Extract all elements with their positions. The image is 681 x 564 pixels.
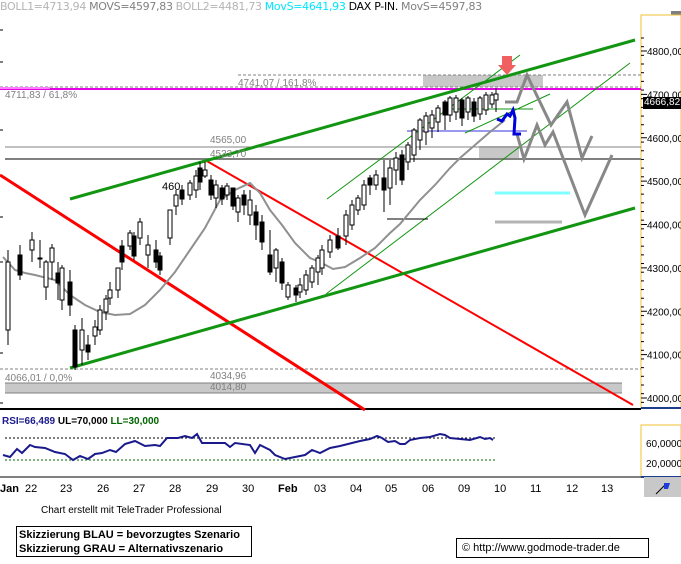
indicator-movs: MOVS=4597,83 (89, 0, 173, 13)
date-tick: Feb (278, 483, 298, 495)
moving-average-line (2, 119, 506, 317)
date-tick: 10 (494, 483, 506, 495)
price-tick: 4800,00 (647, 47, 681, 58)
date-tick: 29 (206, 483, 218, 495)
legend-gray: Skizzierung GRAU = Alternativszenario (19, 543, 224, 555)
candlesticks (5, 88, 499, 370)
left-ticks (0, 29, 3, 404)
price-tick: 4000,00 (647, 394, 681, 405)
last-price-tag: 4666,82 (643, 97, 681, 109)
wave-label: 460 (162, 181, 180, 193)
thin-channel-2 (325, 62, 631, 295)
date-tick: 30 (242, 483, 254, 495)
date-tick: 11 (530, 483, 541, 495)
chart-credit: Chart erstellt mit TeleTrader Profession… (41, 505, 222, 516)
price-tick: 4300,00 (647, 264, 681, 275)
rsi-tick-20: 20,0000 (646, 459, 681, 470)
date-axis: Jan 22 23 26 27 28 29 30 Feb 03 04 05 06 09 10 11 12 13 (0, 483, 613, 495)
support-zone-bottom (5, 383, 622, 393)
rsi-ul: UL=70,000 (57, 416, 108, 427)
lower-trend-channel (69, 206, 636, 370)
date-tick: 22 (25, 483, 37, 495)
rsi-tick-60: 60,0000 (646, 439, 681, 450)
date-tick: 09 (458, 483, 470, 495)
indicator-boll1: BOLL1=4713,94 (0, 0, 87, 13)
price-axis: 4800,00 4700,00 4600,00 4500,00 4400,00 4300,… (641, 37, 681, 405)
date-tick: 26 (97, 483, 109, 495)
support-zone (479, 146, 519, 160)
downtrend-line-2 (204, 159, 634, 406)
instrument-name: DAX P-IN. (348, 0, 399, 13)
copyright-link[interactable]: © http://www.godmode-trader.de (456, 538, 649, 558)
fib-161-label: 4741,07 / 161,8% (238, 78, 317, 89)
upper-trend-channel (69, 38, 636, 201)
date-tick: 28 (169, 483, 181, 495)
rsi-line (2, 432, 494, 462)
date-tick: 13 (601, 483, 613, 495)
price-tick: 4200,00 (647, 307, 681, 318)
date-tick: Jan (0, 483, 19, 495)
date-tick: 12 (566, 483, 578, 495)
price-tick: 4500,00 (647, 177, 681, 188)
date-tick: 05 (385, 483, 397, 495)
fib-0-label: 4066,01 / 0,0% (5, 373, 72, 384)
date-tick: 27 (133, 483, 145, 495)
rsi-header: RSI=66,489 UL=70,000 LL=30,000 (2, 416, 159, 427)
alternative-scenario-path-2 (515, 120, 614, 219)
indicator-boll2: BOLL2=4481,73 (175, 0, 262, 13)
date-tick: 03 (314, 483, 326, 495)
indicator-movs-2: MovS=4597,83 (401, 0, 482, 13)
level-4565-label: 4565,00 (210, 135, 247, 146)
fib-61-label: 4711,83 / 61,8% (5, 90, 77, 101)
date-tick: 06 (422, 483, 434, 495)
scenario-legend: Skizzierung BLAU = bevorzugtes Szenario … (16, 526, 252, 557)
price-tick: 4100,00 (647, 351, 681, 362)
rsi-value: RSI=66,489 (2, 416, 56, 427)
price-tick: 4400,00 (647, 221, 681, 232)
alternative-scenario-path-1 (505, 71, 594, 163)
draw-tool-button[interactable] (644, 477, 681, 497)
level-4034-label: 4034,96 (210, 371, 247, 382)
rsi-axis-frame (640, 424, 681, 478)
indicator-movs-fast: MovS=4641,93 (264, 0, 346, 13)
price-tick: 4700,00 (647, 90, 681, 101)
legend-blue: Skizzierung BLAU = bevorzugtes Szenario (19, 529, 240, 541)
dax-chart: 4741,07 / 161,8% 4711,83 / 61,8% 4565,00… (0, 11, 681, 495)
downtrend-line-1 (0, 173, 366, 412)
date-tick: 23 (60, 483, 72, 495)
indicator-header: BOLL1=4713,94 MOVS=4597,83 BOLL2=4481,73 Mo… (0, 0, 485, 16)
price-tick: 4600,00 (647, 134, 681, 145)
level-4014-label: 4014,80 (210, 382, 247, 393)
date-tick: 04 (350, 483, 362, 495)
window-handle[interactable] (671, 11, 681, 15)
pencil-icon (655, 483, 670, 495)
rsi-ll: LL=30,000 (110, 416, 160, 427)
target-arrow-icon (498, 56, 516, 75)
level-4533-label: 4533,70 (210, 149, 247, 160)
preferred-scenario-path (496, 105, 521, 136)
target-zone-top (423, 75, 543, 87)
price-axis-frame (640, 14, 681, 409)
